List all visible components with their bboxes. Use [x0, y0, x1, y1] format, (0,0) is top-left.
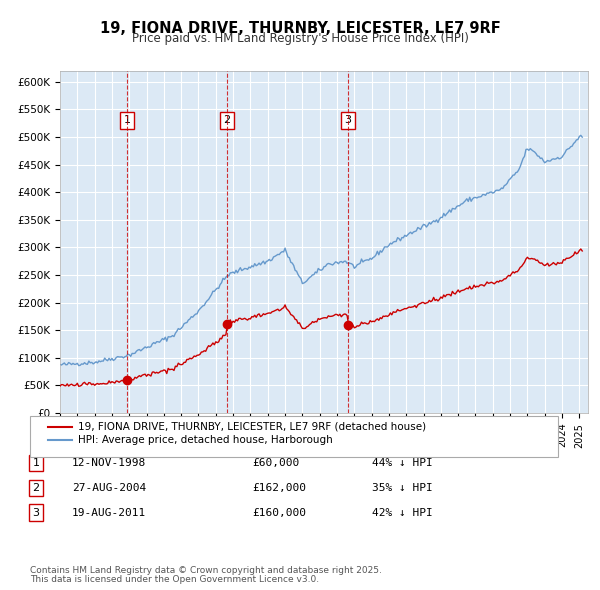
Text: 3: 3 [32, 508, 40, 517]
Text: 35% ↓ HPI: 35% ↓ HPI [372, 483, 433, 493]
Text: 2: 2 [223, 116, 230, 126]
Text: 1: 1 [124, 116, 130, 126]
Text: 19, FIONA DRIVE, THURNBY, LEICESTER, LE7 9RF (detached house): 19, FIONA DRIVE, THURNBY, LEICESTER, LE7… [78, 422, 426, 431]
Text: 27-AUG-2004: 27-AUG-2004 [72, 483, 146, 493]
Text: Contains HM Land Registry data © Crown copyright and database right 2025.: Contains HM Land Registry data © Crown c… [30, 566, 382, 575]
Text: 42% ↓ HPI: 42% ↓ HPI [372, 508, 433, 517]
Text: 12-NOV-1998: 12-NOV-1998 [72, 458, 146, 468]
Text: 2: 2 [32, 483, 40, 493]
Text: 19, FIONA DRIVE, THURNBY, LEICESTER, LE7 9RF: 19, FIONA DRIVE, THURNBY, LEICESTER, LE7… [100, 21, 500, 35]
Text: This data is licensed under the Open Government Licence v3.0.: This data is licensed under the Open Gov… [30, 575, 319, 584]
Text: 1: 1 [32, 458, 40, 468]
Text: 3: 3 [344, 116, 352, 126]
Text: £160,000: £160,000 [252, 508, 306, 517]
Text: 44% ↓ HPI: 44% ↓ HPI [372, 458, 433, 468]
Text: 19-AUG-2011: 19-AUG-2011 [72, 508, 146, 517]
Text: HPI: Average price, detached house, Harborough: HPI: Average price, detached house, Harb… [78, 435, 333, 444]
Text: £162,000: £162,000 [252, 483, 306, 493]
Text: Price paid vs. HM Land Registry's House Price Index (HPI): Price paid vs. HM Land Registry's House … [131, 32, 469, 45]
Text: £60,000: £60,000 [252, 458, 299, 468]
